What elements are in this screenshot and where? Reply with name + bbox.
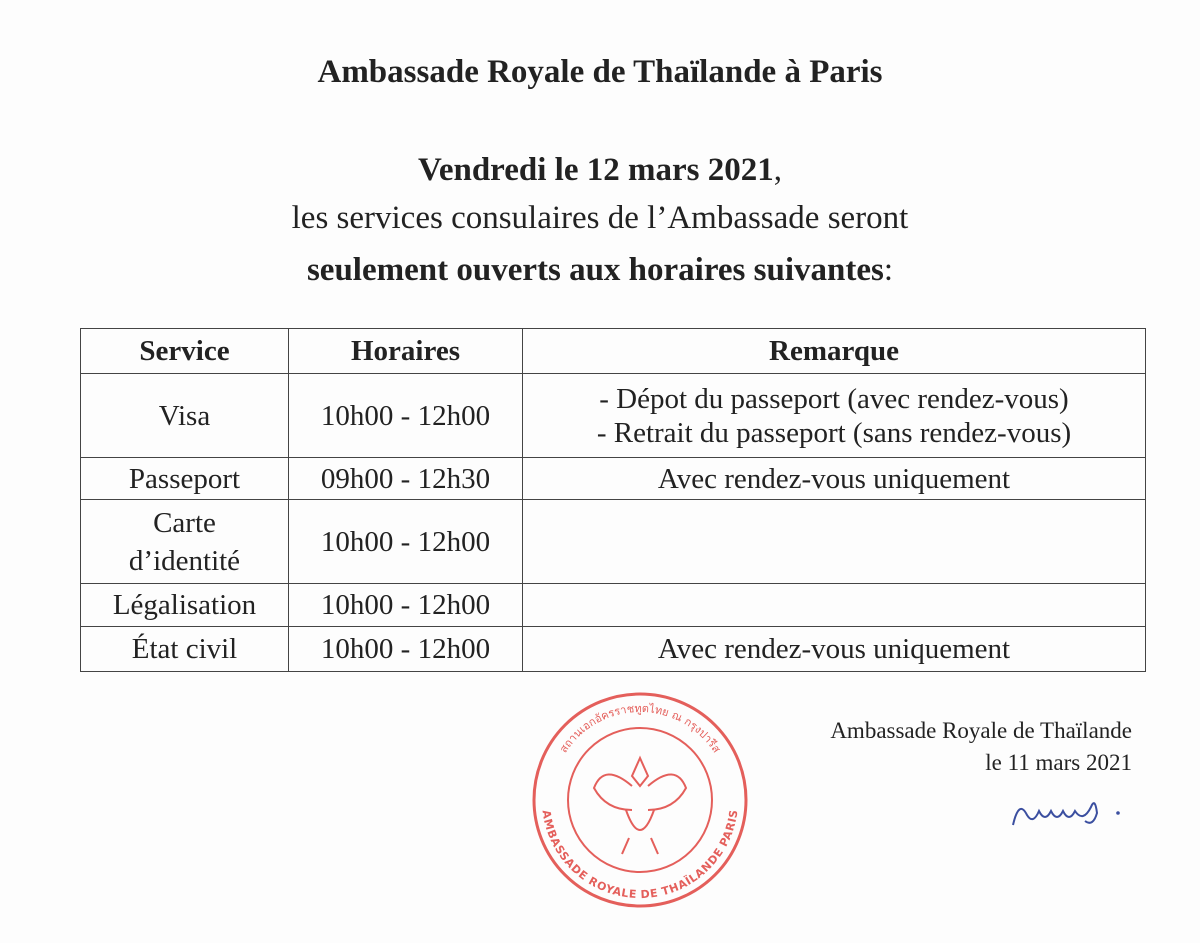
hours-table: Service Horaires Remarque Visa 10h00 - 12… — [80, 328, 1146, 672]
table-row: Passeport 09h00 - 12h30 Avec rendez-vous u… — [80, 457, 1146, 500]
service-cell: Carte d’identité — [80, 499, 289, 584]
header-hours: Horaires — [288, 328, 523, 374]
remark-line: - Retrait du passeport (sans rendez-vous… — [596, 416, 1072, 449]
intro-line: les services consulaires de l’Ambassade … — [291, 200, 909, 236]
remark-line: Avec rendez-vous uniquement — [657, 462, 1011, 495]
table-row: Visa 10h00 - 12h00- Dépot du passeport (a… — [80, 373, 1146, 458]
signature-date: le 11 mars 2021 — [985, 750, 1132, 775]
signature-block: Ambassade Royale de Thaïlande le 11 mars… — [830, 715, 1132, 779]
header-remark: Remarque — [522, 328, 1146, 374]
remark-cell: Avec rendez-vous uniquement — [522, 626, 1146, 672]
table-row: État civil 10h00 - 12h00 Avec rendez-vous … — [80, 626, 1146, 672]
service-cell: Visa — [80, 373, 289, 458]
hours-cell: 10h00 - 12h00 — [288, 499, 523, 584]
hours-cell: 10h00 - 12h00 — [288, 626, 523, 672]
service-cell: État civil — [80, 626, 289, 672]
embassy-stamp: AMBASSADE ROYALE DE THAÏLANDE PARIS สถาน… — [532, 692, 748, 908]
service-cell: Légalisation — [80, 583, 289, 627]
hours-intro-bold: seulement ouverts aux horaires suivantes — [306, 252, 884, 288]
remark-cell — [522, 583, 1146, 627]
hours-cell: 09h00 - 12h30 — [288, 457, 523, 500]
service-cell: Passeport — [80, 457, 289, 500]
svg-text:AMBASSADE ROYALE DE THAÏLANDE: AMBASSADE ROYALE DE THAÏLANDE PARIS — [540, 809, 741, 901]
table-row: Légalisation 10h00 - 12h00 — [80, 583, 1146, 627]
table-header-row: Service Horaires Remarque — [80, 328, 1146, 374]
hours-intro-suffix: : — [883, 252, 894, 288]
hours-cell: 10h00 - 12h00 — [288, 373, 523, 458]
remark-cell — [522, 499, 1146, 584]
stamp-text-fr: AMBASSADE ROYALE DE THAÏLANDE PARIS — [540, 809, 741, 901]
hours-intro: seulement ouverts aux horaires suivantes… — [0, 250, 1200, 290]
table-row: Carte d’identité 10h00 - 12h00 — [80, 499, 1146, 584]
remark-line: Avec rendez-vous uniquement — [657, 633, 1011, 665]
signature-org: Ambassade Royale de Thaïlande — [830, 718, 1132, 743]
date-suffix: , — [773, 152, 782, 188]
date-text: Vendredi le 12 mars 2021 — [418, 152, 774, 188]
hours-cell: 10h00 - 12h00 — [288, 583, 523, 627]
remark-line: - Dépot du passeport (avec rendez-vous) — [599, 382, 1069, 415]
garuda-emblem — [592, 755, 688, 855]
handwritten-signature — [1012, 802, 1120, 826]
remark-cell: Avec rendez-vous uniquement — [522, 457, 1146, 500]
date-line: Vendredi le 12 mars 2021, — [0, 150, 1200, 190]
header-service: Service — [80, 328, 289, 374]
document-title: Ambassade Royale de Thaïlande à Paris — [317, 54, 883, 90]
remark-cell: - Dépot du passeport (avec rendez-vous) -… — [522, 373, 1146, 458]
